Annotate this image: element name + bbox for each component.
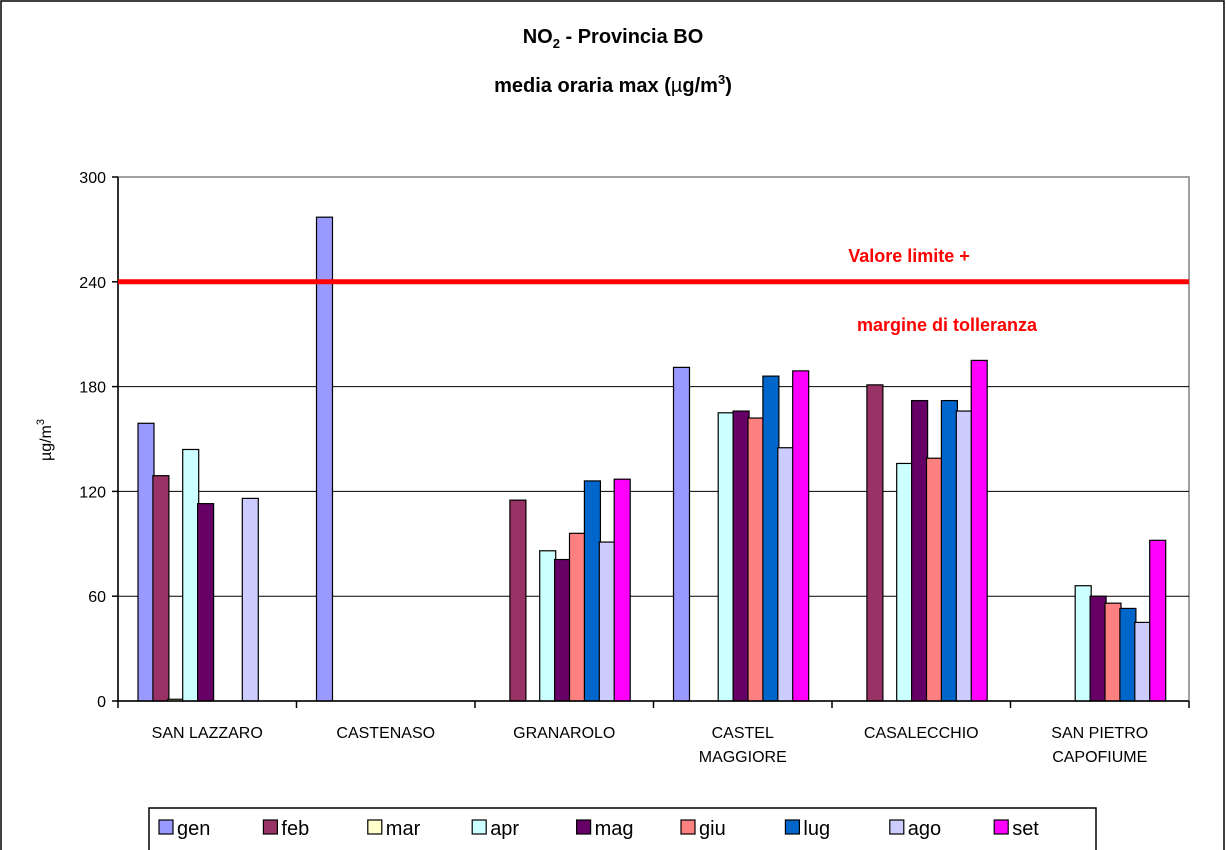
bar-ago-2 — [598, 541, 616, 702]
bar-feb-2 — [509, 499, 527, 702]
y-axis-label: µg/m3 — [35, 419, 55, 461]
category-label: MAGGIORE — [699, 749, 787, 766]
legend-label-giu: giu — [699, 818, 726, 840]
y-tick-label: 0 — [97, 694, 106, 711]
x-axis-labels: SAN LAZZARO CASTENASO GRANAROLO CASTEL MAGGI… — [117, 701, 1190, 766]
category-label: CAPOFIUME — [1052, 749, 1147, 766]
y-tick-label: 120 — [79, 484, 106, 501]
legend-swatch-mag — [575, 819, 592, 835]
bar-apr-2 — [539, 550, 557, 702]
category-label: SAN PIETRO — [1051, 725, 1148, 742]
bar-apr-4 — [896, 462, 914, 702]
bar-apr-0 — [182, 448, 200, 702]
bar-mag-2 — [553, 558, 572, 702]
bar-giu-5 — [1104, 602, 1122, 702]
bar-apr-5 — [1074, 585, 1092, 702]
legend-swatch-giu — [680, 819, 696, 835]
bar-lug-5 — [1119, 607, 1137, 702]
bar-lug-2 — [583, 480, 602, 702]
legend-label-gen: gen — [177, 818, 210, 840]
y-tick-label: 300 — [79, 170, 106, 187]
legend-label-apr: apr — [490, 818, 519, 840]
legend-swatch-feb — [262, 819, 278, 835]
bar-giu-3 — [747, 417, 765, 702]
bar-giu-2 — [568, 532, 587, 702]
legend-label-feb: feb — [281, 818, 309, 840]
legend-swatch-set — [993, 819, 1009, 835]
bar-mag-4 — [910, 399, 929, 702]
bar-mag-3 — [732, 410, 750, 702]
bar-lug-3 — [762, 375, 780, 702]
category-label: SAN LAZZARO — [152, 725, 263, 742]
legend-swatch-apr — [471, 819, 487, 835]
bar-set-5 — [1149, 539, 1167, 702]
y-axis-ticks: 0 60 120 180 240 300 — [79, 170, 118, 711]
category-label: CASTENASO — [336, 725, 435, 742]
threshold-label-line2: margine di tolleranza — [857, 315, 1038, 335]
y-tick-label: 60 — [88, 589, 106, 606]
y-tick-label: 240 — [79, 275, 106, 292]
legend-label-lug: lug — [803, 818, 830, 840]
legend: gen feb mar apr mag giu lug ago set — [148, 807, 1097, 850]
bar-feb-4 — [866, 384, 884, 702]
bar-ago-0 — [241, 497, 259, 702]
bar-ago-3 — [777, 447, 795, 702]
category-label: CASALECCHIO — [864, 725, 979, 742]
chart-title-line2: media oraria max (µg/m3) — [494, 72, 732, 97]
category-label: GRANAROLO — [513, 725, 615, 742]
bar-set-2 — [613, 478, 631, 702]
bar-feb-0 — [152, 475, 170, 702]
bar-giu-4 — [925, 457, 944, 702]
legend-swatch-mar — [367, 819, 383, 835]
legend-swatch-lug — [784, 819, 801, 835]
bar-gen-1 — [315, 216, 334, 702]
bar-mag-5 — [1089, 595, 1107, 702]
legend-swatch-ago — [889, 819, 905, 835]
legend-box — [148, 807, 1097, 850]
bar-gen-0 — [137, 422, 155, 702]
bar-lug-4 — [940, 399, 959, 702]
threshold-group: Valore limite + margine di tolleranza — [118, 246, 1189, 335]
legend-label-ago: ago — [908, 818, 941, 840]
legend-swatch-gen — [158, 819, 174, 835]
bar-ago-4 — [955, 410, 973, 702]
legend-label-mag: mag — [595, 818, 634, 840]
bar-apr-3 — [717, 412, 735, 702]
bar-ago-5 — [1134, 621, 1152, 702]
bar-set-3 — [792, 370, 810, 702]
threshold-label-line1: Valore limite + — [848, 246, 970, 266]
y-tick-label: 180 — [79, 380, 106, 397]
chart-title-line1: NO2 - Provincia BO — [523, 26, 704, 51]
legend-label-set: set — [1012, 818, 1039, 840]
bar-mag-0 — [197, 503, 215, 702]
plot-area — [117, 176, 1190, 702]
bar-gen-3 — [672, 366, 691, 702]
bar-set-4 — [970, 359, 988, 702]
legend-label-mar: mar — [386, 818, 421, 840]
category-label: CASTEL — [712, 725, 774, 742]
